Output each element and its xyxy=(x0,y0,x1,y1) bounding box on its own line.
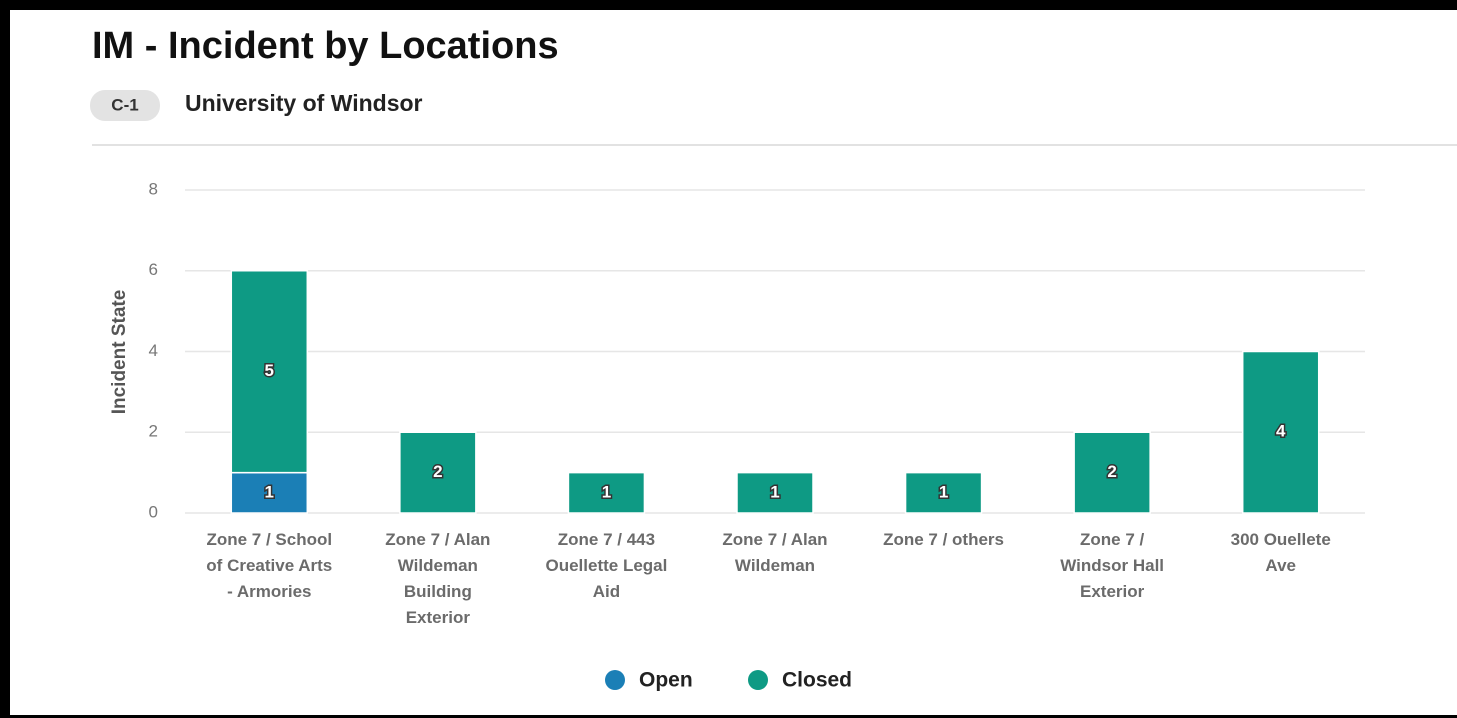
bar-segment xyxy=(230,471,309,514)
legend-marker xyxy=(748,670,768,690)
x-tick-label: Zone 7 / 443 Ouellette Legal Aid xyxy=(545,530,668,601)
data-label: 2 xyxy=(1107,462,1116,481)
data-label: 1 xyxy=(939,482,948,501)
x-tick-label: Zone 7 / Alan Wildeman Building Exterior xyxy=(385,530,491,627)
bar-segment xyxy=(904,471,983,514)
x-tick-label: Zone 7 / Windsor Hall Exterior xyxy=(1060,530,1165,601)
subtitle: University of Windsor xyxy=(185,90,423,116)
x-tick-label: Zone 7 / Alan Wildeman xyxy=(722,530,828,575)
title: IM - Incident by Locations xyxy=(92,25,559,67)
bar-segment xyxy=(567,471,646,514)
bar-segment xyxy=(736,471,814,514)
chart: IM - Incident by Locations C-1 Universit… xyxy=(90,25,1457,692)
data-label: 1 xyxy=(602,482,611,501)
y-tick-label: 4 xyxy=(149,341,158,360)
bar-segment xyxy=(230,270,309,474)
data-label: 5 xyxy=(265,361,274,380)
legend-label: Open xyxy=(639,669,693,692)
panel: IM - Incident by Locations C-1 Universit… xyxy=(10,10,1457,715)
x-tick-label: Zone 7 / others xyxy=(883,530,1005,549)
badge-text: C-1 xyxy=(111,95,138,114)
data-label: 1 xyxy=(265,482,274,501)
data-label: 4 xyxy=(1276,422,1286,441)
y-tick-label: 6 xyxy=(149,260,158,279)
bar-segment xyxy=(1073,431,1151,514)
bar-segment xyxy=(1241,350,1320,514)
x-tick-label: 300 Ouellete Ave xyxy=(1230,530,1331,575)
legend-label: Closed xyxy=(782,669,852,692)
data-label: 1 xyxy=(770,482,779,501)
legend-marker xyxy=(605,670,625,690)
badge xyxy=(90,90,160,121)
data-label: 2 xyxy=(433,462,442,481)
bar-segment xyxy=(399,431,477,514)
y-axis-label: Incident State xyxy=(109,290,130,415)
y-tick-label: 0 xyxy=(149,502,158,521)
y-tick-label: 8 xyxy=(149,179,158,198)
x-tick-label: Zone 7 / School of Creative Arts - Armor… xyxy=(206,530,333,601)
y-tick-label: 2 xyxy=(149,422,158,441)
